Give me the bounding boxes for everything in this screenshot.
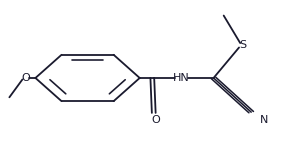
Text: O: O [151,115,160,125]
Text: HN: HN [173,73,190,83]
Text: N: N [260,115,268,125]
Text: S: S [239,40,246,50]
Text: O: O [21,73,30,83]
